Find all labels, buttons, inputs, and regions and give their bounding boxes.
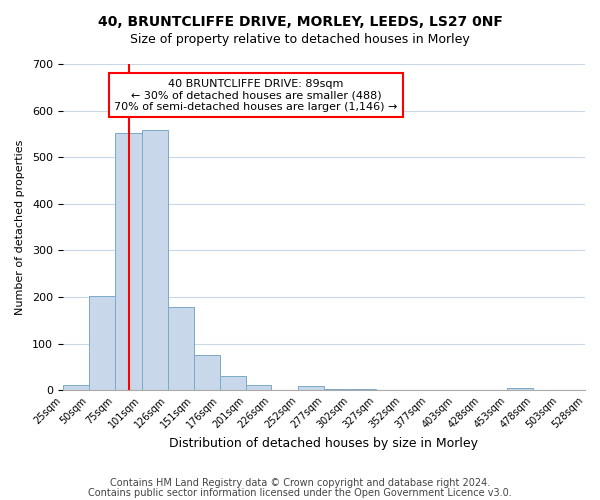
Bar bbox=[350, 389, 376, 390]
Bar bbox=[142, 130, 167, 390]
Text: Contains HM Land Registry data © Crown copyright and database right 2024.: Contains HM Land Registry data © Crown c… bbox=[110, 478, 490, 488]
Bar bbox=[63, 384, 89, 390]
Y-axis label: Number of detached properties: Number of detached properties bbox=[15, 140, 25, 315]
Text: 40 BRUNTCLIFFE DRIVE: 89sqm
← 30% of detached houses are smaller (488)
70% of se: 40 BRUNTCLIFFE DRIVE: 89sqm ← 30% of det… bbox=[115, 78, 398, 112]
Bar bbox=[298, 386, 325, 390]
Bar bbox=[507, 388, 533, 390]
Bar bbox=[220, 376, 245, 390]
Bar bbox=[167, 307, 194, 390]
Text: Size of property relative to detached houses in Morley: Size of property relative to detached ho… bbox=[130, 32, 470, 46]
X-axis label: Distribution of detached houses by size in Morley: Distribution of detached houses by size … bbox=[169, 437, 478, 450]
Bar bbox=[325, 389, 350, 390]
Text: Contains public sector information licensed under the Open Government Licence v3: Contains public sector information licen… bbox=[88, 488, 512, 498]
Bar bbox=[89, 296, 115, 390]
Text: 40, BRUNTCLIFFE DRIVE, MORLEY, LEEDS, LS27 0NF: 40, BRUNTCLIFFE DRIVE, MORLEY, LEEDS, LS… bbox=[98, 15, 502, 29]
Bar bbox=[194, 355, 220, 390]
Bar bbox=[115, 132, 142, 390]
Bar bbox=[245, 384, 271, 390]
